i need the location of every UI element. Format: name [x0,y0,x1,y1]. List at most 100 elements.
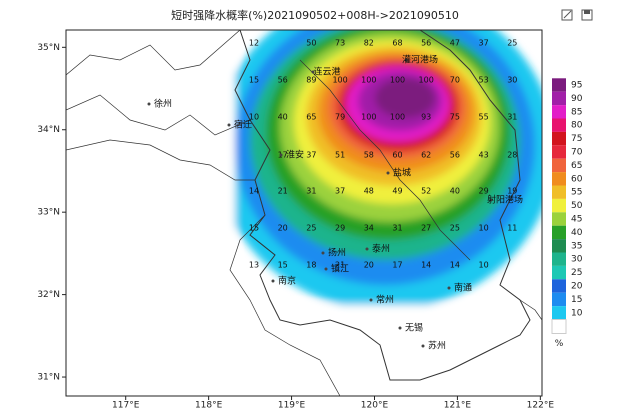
city-dot [147,102,151,106]
grid-value: 10 [479,261,489,270]
y-tick-label: 31°N [37,373,60,383]
grid-value: 31 [507,113,517,122]
city-dot [421,344,425,348]
legend-swatch [552,292,566,307]
grid-value: 79 [335,113,345,122]
legend-label: 20 [571,282,583,292]
grid-value: 47 [450,39,460,48]
grid-value: 100 [390,76,405,85]
legend-label: 75 [571,134,582,144]
toolbar[interactable] [561,9,593,21]
grid-value: 31 [392,224,402,233]
legend-swatch [552,239,566,253]
y-tick-label: 34°N [37,125,60,135]
city-dot [279,153,283,157]
probability-field [66,30,542,396]
grid-value: 12 [249,39,259,48]
city-label: 连云港 [313,66,340,78]
legend-unit: % [555,339,564,349]
grid-value: 53 [479,76,489,85]
city-label: 宿迁 [234,119,252,131]
x-tick-label: 119°E [278,401,306,411]
grid-value: 65 [306,113,316,122]
city-dot [386,171,390,175]
legend-below [551,319,567,334]
y-tick-label: 33°N [37,208,60,218]
edit-icon[interactable] [561,9,573,21]
grid-value: 29 [335,224,345,233]
legend-swatch [552,78,566,92]
city-label: 泰州 [372,243,390,255]
grid-value: 25 [306,224,316,233]
city-label: 盐城 [393,167,411,179]
legend-label: 15 [571,295,582,305]
x-tick-label: 117°E [112,401,140,411]
legend-label: 45 [571,215,582,225]
city-label: 灌河港场 [402,54,438,66]
grid-value: 49 [392,187,402,196]
legend-label: 70 [571,148,583,158]
grid-value: 37 [335,187,345,196]
x-tick-label: 118°E [195,401,223,411]
city-dot [365,247,369,251]
legend-label: 10 [571,308,583,318]
grid-value: 19 [507,187,517,196]
grid-value: 40 [278,113,288,122]
title: 短时强降水概率(%)2021090502+008H->2021090510 [171,8,459,22]
city-label: 淮安 [286,149,304,161]
legend-label: 60 [571,174,583,184]
grid-value: 15 [249,224,259,233]
grid-value: 10 [249,113,259,122]
grid-value: 40 [450,187,460,196]
grid-value: 55 [479,113,489,122]
legend-swatch [552,145,566,159]
grid-value: 82 [364,39,374,48]
grid-value: 89 [306,76,316,85]
save-icon-part [584,10,590,14]
grid-value: 10 [479,224,489,233]
legend-label: 55 [571,188,582,198]
grid-value: 43 [479,151,489,160]
legend-label: 85 [571,107,582,117]
grid-value: 60 [392,151,402,160]
grid-value: 21 [335,261,345,270]
legend-swatch [552,91,566,106]
grid-value: 21 [278,187,288,196]
city-dot [324,267,328,271]
city-dot [447,286,451,290]
grid-value: 48 [364,187,374,196]
grid-value: 56 [421,39,431,48]
grid-value: 93 [421,113,431,122]
city-label: 扬州 [328,247,346,259]
city-label: 常州 [376,294,394,306]
city-label: 徐州 [154,98,172,110]
legend-swatch [552,252,566,266]
legend-label: 50 [571,201,583,211]
city-label: 苏州 [428,340,446,352]
legend-swatch [552,306,566,320]
x-tick-label: 121°E [444,401,472,411]
city-label: 镇江 [331,263,349,275]
grid-value: 28 [507,151,517,160]
grid-value: 51 [335,151,345,160]
city-dot [271,279,275,283]
grid-value: 100 [332,76,347,85]
grid-value: 14 [249,187,259,196]
legend-swatch [552,185,566,199]
grid-value: 17 [278,151,288,160]
grid-value: 18 [306,261,316,270]
city-label: 南京 [278,275,296,287]
grid-value: 29 [479,187,489,196]
grid-value: 17 [392,261,402,270]
x-tick-label: 122°E [527,401,555,411]
grid-value: 15 [278,261,288,270]
x-tick-label: 120°E [361,401,389,411]
grid-value: 27 [421,224,431,233]
grid-value: 100 [361,76,376,85]
city-dot [311,70,315,74]
legend-label: 30 [571,255,583,265]
edit-icon-pen [563,10,572,19]
grid-value: 62 [421,151,431,160]
legend-label: 35 [571,241,582,251]
